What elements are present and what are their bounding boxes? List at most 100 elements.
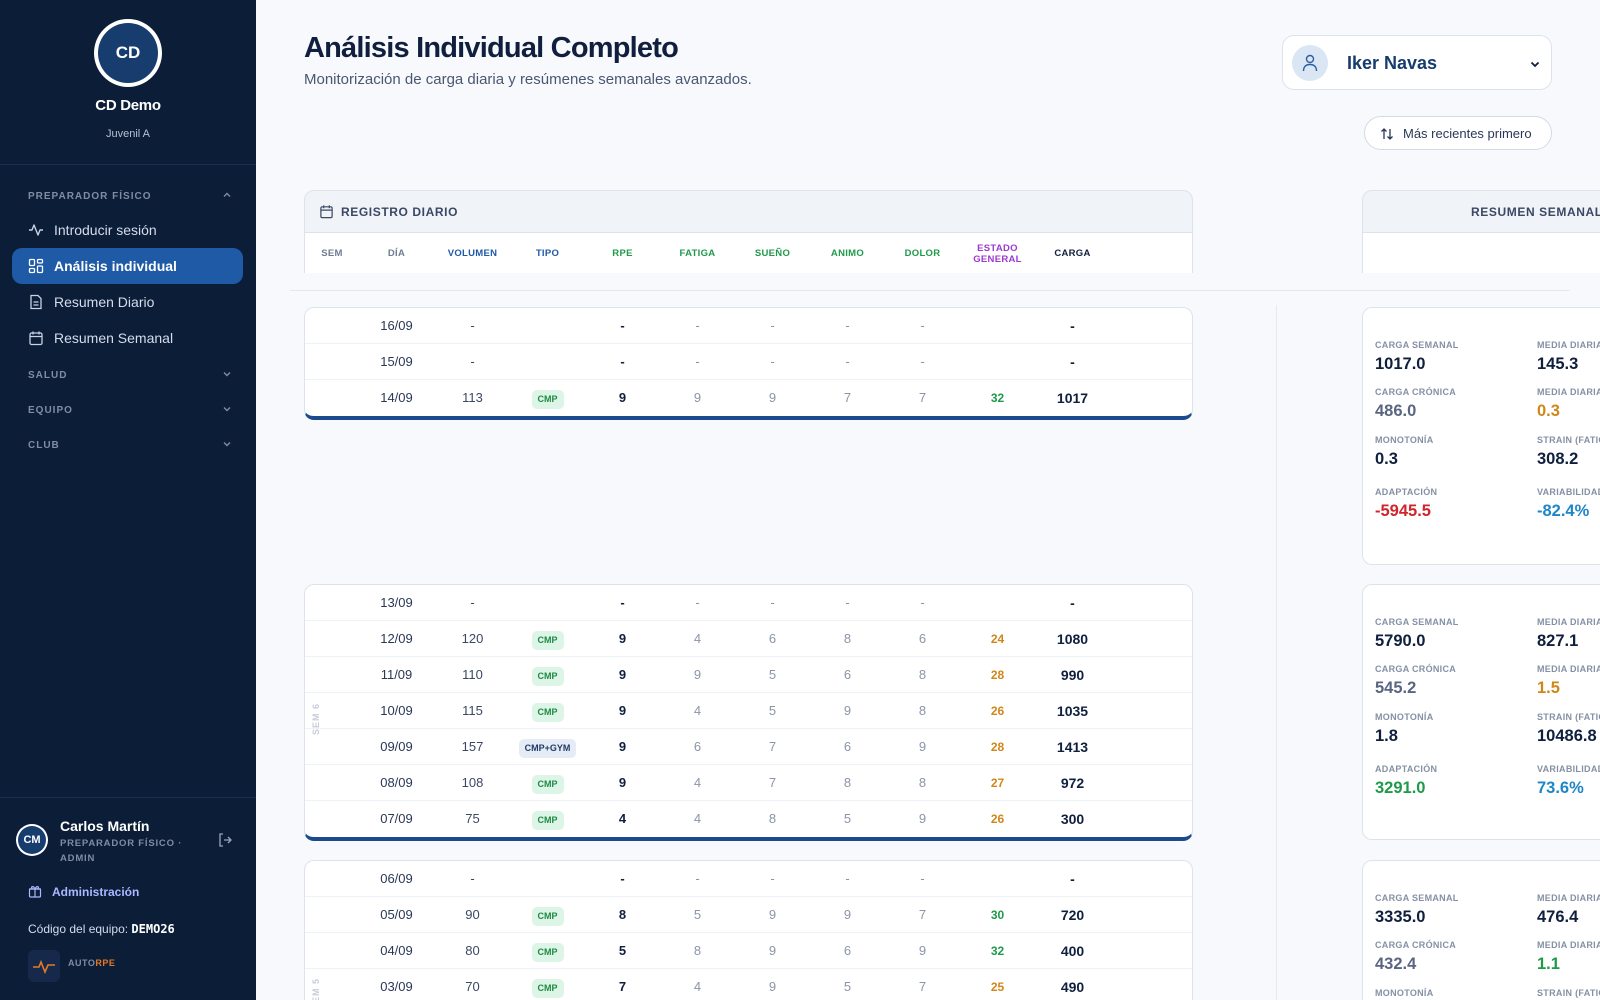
dashboard-icon <box>28 258 44 274</box>
club-initials: CD <box>98 23 158 83</box>
column-header-dolor[interactable]: DOLOR <box>904 248 941 259</box>
mood-cell: - <box>845 871 850 886</box>
brand-logo <box>28 950 60 982</box>
pain-cell: 8 <box>918 703 927 718</box>
column-header-carga[interactable]: CARGA <box>1054 248 1091 259</box>
sleep-cell: 6 <box>768 631 777 646</box>
user-icon <box>1302 54 1318 72</box>
metric-label: ADAPTACIÓN <box>1375 487 1438 497</box>
summary-metric: CARGA SEMANAL 5790.0 <box>1375 617 1459 651</box>
column-header-animo[interactable]: ANIMO <box>830 248 865 259</box>
nav-section-equipo[interactable]: EQUIPO <box>28 405 231 416</box>
date-cell: 07/09 <box>380 811 413 826</box>
user-name: Carlos Martín <box>60 818 150 834</box>
column-header-estado-general[interactable]: ESTADO GENERAL <box>973 242 1022 265</box>
mood-cell: - <box>845 354 850 369</box>
rpe-cell: - <box>620 871 625 886</box>
fatigue-cell: 4 <box>693 631 702 646</box>
table-row[interactable]: 08/09 108 CMP 9 4 7 8 8 27 972 <box>305 765 1192 801</box>
type-cell: CMP <box>510 693 585 729</box>
column-header-tipo[interactable]: TIPO <box>535 248 560 259</box>
fatigue-cell: 6 <box>693 739 702 754</box>
fatigue-cell: - <box>695 354 700 369</box>
state-cell: 26 <box>990 704 1005 718</box>
column-header-sem[interactable]: SEM <box>321 248 343 259</box>
table-row[interactable]: 03/09 70 CMP 7 4 9 5 7 25 490 <box>305 969 1192 1000</box>
nav-section-label: PREPARADOR FÍSICO <box>28 191 152 202</box>
table-row[interactable]: 13/09 - - - - - - - <box>305 585 1192 621</box>
table-row[interactable]: 16/09 - - - - - - - <box>305 308 1192 344</box>
metric-value: -5945.5 <box>1375 502 1431 520</box>
nav-item-resumen-diario[interactable]: Resumen Diario <box>12 284 243 320</box>
logout-icon[interactable] <box>217 832 233 848</box>
table-row[interactable]: 15/09 - - - - - - - <box>305 344 1192 380</box>
summary-metric: STRAIN (FATIG 10486.8 <box>1537 712 1600 746</box>
metric-value: 10486.8 <box>1537 727 1597 745</box>
load-cell: 490 <box>1060 979 1085 995</box>
date-cell: 10/09 <box>380 703 413 718</box>
rpe-cell: 9 <box>618 703 627 718</box>
summary-metric: STRAIN (FATIG <box>1537 988 1600 1000</box>
rpe-cell: - <box>620 595 625 610</box>
metric-value: 827.1 <box>1537 632 1579 650</box>
date-cell: 09/09 <box>380 739 413 754</box>
column-header-fatiga[interactable]: FATIGA <box>679 248 716 259</box>
pain-cell: 8 <box>918 667 927 682</box>
rpe-cell: 7 <box>618 979 627 994</box>
table-row[interactable]: 10/09 115 CMP 9 4 5 9 8 26 1035 <box>305 693 1192 729</box>
load-cell: 972 <box>1060 775 1085 791</box>
nav-section-salud[interactable]: SALUD <box>28 370 231 381</box>
metric-value: 486.0 <box>1375 402 1417 420</box>
nav-section-label: SALUD <box>28 370 68 381</box>
table-row[interactable]: 14/09 113 CMP 9 9 9 7 7 32 1017 <box>305 380 1192 416</box>
pain-cell: - <box>920 318 925 333</box>
nav-item-resumen-semanal[interactable]: Resumen Semanal <box>12 320 243 356</box>
state-cell: 25 <box>990 980 1005 994</box>
volume-cell: 75 <box>465 811 480 826</box>
nav-section-club[interactable]: CLUB <box>28 440 231 451</box>
team-code-label: Código del equipo: <box>28 922 129 936</box>
metric-label: MONOTONÍA <box>1375 988 1434 998</box>
nav-item-introducir-sesion[interactable]: Introducir sesión <box>12 212 243 248</box>
rpe-cell: 5 <box>618 943 627 958</box>
column-header-volumen[interactable]: VOLUMEN <box>447 248 498 259</box>
sleep-cell: 9 <box>768 907 777 922</box>
state-cell: 26 <box>990 812 1005 826</box>
mood-cell: 5 <box>843 979 852 994</box>
rpe-cell: 9 <box>618 390 627 405</box>
table-row[interactable]: 05/09 90 CMP 8 5 9 9 7 30 720 <box>305 897 1192 933</box>
load-cell: 1413 <box>1056 739 1089 755</box>
table-row[interactable]: 12/09 120 CMP 9 4 6 8 6 24 1080 <box>305 621 1192 657</box>
sleep-cell: 9 <box>768 943 777 958</box>
player-select[interactable]: Iker Navas <box>1282 35 1552 90</box>
nav-item-label: Resumen Diario <box>54 294 155 310</box>
pain-cell: 9 <box>918 943 927 958</box>
metric-label: CARGA CRÓNICA <box>1375 940 1457 950</box>
player-name: Iker Navas <box>1347 53 1438 73</box>
column-header-sueño[interactable]: SUEÑO <box>754 248 791 259</box>
table-row[interactable]: 11/09 110 CMP 9 9 5 6 8 28 990 <box>305 657 1192 693</box>
table-row[interactable]: 04/09 80 CMP 5 8 9 6 9 32 400 <box>305 933 1192 969</box>
summary-metric: MONOTONÍA 0.3 <box>1375 435 1434 469</box>
metric-value: -82.4% <box>1537 502 1590 520</box>
pain-cell: - <box>920 595 925 610</box>
pain-cell: 7 <box>918 390 927 405</box>
date-cell: 15/09 <box>380 354 413 369</box>
column-header-rpe[interactable]: RPE <box>612 248 633 259</box>
table-row[interactable]: 07/09 75 CMP 4 4 8 5 9 26 300 <box>305 801 1192 837</box>
type-cell <box>510 344 585 380</box>
state-cell <box>960 585 1035 621</box>
table-row[interactable]: 09/09 157 CMP+GYM 9 6 7 6 9 28 1413 <box>305 729 1192 765</box>
nav-section-preparador[interactable]: PREPARADOR FÍSICO <box>28 191 231 202</box>
sleep-cell: 7 <box>768 775 777 790</box>
session-type-badge: CMP <box>531 703 564 722</box>
date-cell: 16/09 <box>380 318 413 333</box>
admin-link[interactable]: Administración <box>28 884 139 899</box>
fatigue-cell: - <box>695 871 700 886</box>
nav-item-analisis-individual[interactable]: Análisis individual <box>12 248 243 284</box>
column-header-día[interactable]: DÍA <box>387 248 406 259</box>
nav-section-label: CLUB <box>28 440 60 451</box>
sort-button[interactable]: Más recientes primero <box>1364 116 1552 150</box>
metric-value: 3291.0 <box>1375 779 1426 797</box>
table-row[interactable]: 06/09 - - - - - - - <box>305 861 1192 897</box>
